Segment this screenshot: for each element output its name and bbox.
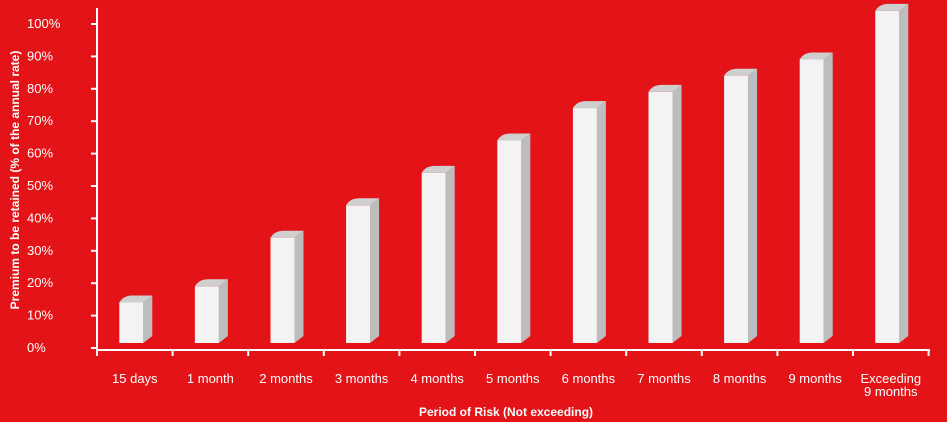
axis-layer: 0% 10% 20% 30% 40% 50% 60% 70% 80% 90% 100% 15 days… bbox=[27, 8, 930, 399]
y-tick-label: 10% bbox=[27, 308, 53, 323]
bar-top bbox=[724, 68, 758, 76]
x-tick-label: 9 months bbox=[788, 371, 842, 386]
bar-side bbox=[143, 295, 153, 343]
y-tick-label: 80% bbox=[27, 81, 53, 96]
bar bbox=[648, 84, 682, 344]
bar bbox=[724, 68, 758, 343]
bar-front bbox=[194, 286, 219, 343]
bar bbox=[194, 279, 228, 343]
bar bbox=[497, 133, 531, 343]
x-tick-label: 3 months bbox=[335, 371, 389, 386]
bar-top bbox=[875, 3, 909, 11]
x-axis-title: Period of Risk (Not exceeding) bbox=[419, 405, 593, 419]
y-axis-title: Premium to be retained (% of the annual … bbox=[8, 51, 22, 310]
bar-top bbox=[194, 279, 228, 287]
bar-side bbox=[218, 279, 228, 343]
x-tick-label: 4 months bbox=[410, 371, 464, 386]
bar-top bbox=[572, 101, 606, 109]
bar-side bbox=[596, 101, 606, 343]
bar-side bbox=[370, 198, 380, 343]
bar-front bbox=[724, 75, 749, 343]
x-tick-label: 15 days bbox=[112, 371, 158, 386]
bar-side bbox=[294, 230, 304, 343]
y-tick-label: 40% bbox=[27, 210, 53, 225]
x-tick-label: Exceeding 9 months bbox=[860, 371, 921, 399]
x-tick-label: 7 months bbox=[637, 371, 691, 386]
bar-top bbox=[270, 230, 304, 238]
bar-top bbox=[497, 133, 531, 141]
x-tick-label: 6 months bbox=[562, 371, 616, 386]
y-tick-label: 50% bbox=[27, 178, 53, 193]
bar-top bbox=[799, 52, 833, 60]
bar-side bbox=[748, 68, 758, 343]
bar-side bbox=[445, 165, 455, 343]
bar bbox=[875, 3, 909, 344]
y-tick-label: 0% bbox=[27, 340, 46, 355]
bar bbox=[270, 230, 304, 343]
x-tick-label: 1 month bbox=[187, 371, 234, 386]
bar-front bbox=[421, 172, 446, 343]
x-tick-label: 5 months bbox=[486, 371, 540, 386]
bar-front bbox=[799, 59, 824, 343]
y-tick-label: 70% bbox=[27, 113, 53, 128]
bar-front bbox=[875, 10, 900, 344]
bar bbox=[421, 165, 455, 343]
y-tick-label: 90% bbox=[27, 48, 53, 63]
bar-front bbox=[648, 91, 673, 344]
bar-top bbox=[421, 165, 455, 173]
bar-side bbox=[823, 52, 833, 343]
bar bbox=[346, 198, 380, 343]
y-tick-label: 20% bbox=[27, 275, 53, 290]
bar-front bbox=[346, 205, 371, 343]
bar-side bbox=[521, 133, 531, 343]
bar-top bbox=[648, 84, 682, 92]
bar bbox=[119, 295, 153, 343]
bar-front bbox=[270, 237, 295, 343]
bar-top bbox=[346, 198, 380, 206]
bar-front bbox=[497, 140, 522, 343]
bars-layer bbox=[119, 3, 909, 344]
x-tick-label: 8 months bbox=[713, 371, 767, 386]
x-tick-label: 2 months bbox=[259, 371, 313, 386]
y-tick-label: 60% bbox=[27, 146, 53, 161]
bar-top bbox=[119, 295, 153, 303]
y-tick-label: 30% bbox=[27, 243, 53, 258]
bar-side bbox=[672, 84, 682, 344]
bar-side bbox=[899, 3, 909, 344]
bar bbox=[799, 52, 833, 343]
bar-front bbox=[119, 302, 144, 343]
bar-front bbox=[572, 108, 597, 343]
bar bbox=[572, 101, 606, 343]
y-tick-label: 100% bbox=[27, 16, 61, 31]
